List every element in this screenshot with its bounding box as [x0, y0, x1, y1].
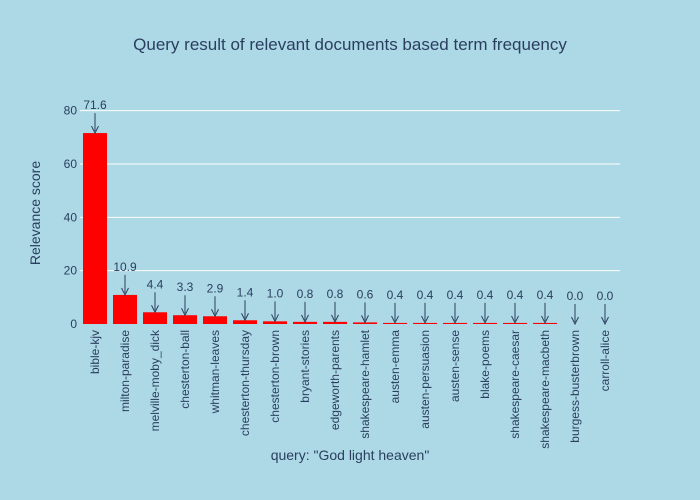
x-axis-ticks: bible-kjv milton-paradise melville-moby_di… [88, 329, 612, 449]
x-tick-label: shakespeare-hamlet [358, 329, 372, 438]
y-tick-label: 60 [64, 157, 78, 171]
annotation-arrowhead [601, 316, 609, 326]
data-label: 0.0 [567, 289, 584, 303]
x-tick-label: austen-sense [448, 330, 462, 402]
annotation-arrowhead [361, 315, 369, 324]
data-label: 71.6 [83, 98, 107, 112]
bar[interactable] [83, 133, 107, 324]
x-tick-label: edgeworth-parents [328, 330, 342, 430]
bar[interactable] [233, 320, 257, 324]
data-label: 0.4 [477, 288, 494, 302]
grid-lines [80, 110, 620, 272]
x-tick-label: bryant-stories [298, 330, 312, 403]
x-axis-title: query: "God light heaven" [271, 447, 430, 463]
x-tick-label: chesterton-ball [178, 330, 192, 409]
data-label: 0.8 [297, 287, 314, 301]
bar[interactable] [203, 316, 227, 324]
data-label: 0.4 [417, 288, 434, 302]
bar[interactable] [173, 315, 197, 324]
data-label: 3.3 [177, 280, 194, 294]
x-tick-label: shakespeare-caesar [508, 330, 522, 439]
data-label: 0.4 [507, 288, 524, 302]
data-label: 10.9 [113, 260, 137, 274]
data-label: 0.0 [597, 289, 614, 303]
data-label: 0.4 [447, 288, 464, 302]
x-tick-label: chesterton-thursday [238, 330, 252, 436]
data-label: 1.4 [237, 285, 254, 299]
bar[interactable] [113, 294, 137, 324]
annotation-arrowhead [151, 305, 159, 314]
data-label: 4.4 [147, 277, 164, 291]
annotation-arrowhead [391, 315, 399, 325]
annotation-arrowhead [181, 307, 189, 317]
chart-title: Query result of relevant documents based… [133, 35, 567, 54]
annotation-arrowhead [301, 314, 309, 323]
annotation-arrowhead [271, 314, 279, 323]
data-label: 0.6 [357, 287, 374, 301]
x-tick-label: austen-emma [388, 330, 402, 404]
x-tick-label: whitman-leaves [208, 330, 222, 414]
annotation-arrowhead [211, 309, 219, 318]
annotation-arrowhead [511, 315, 519, 325]
x-tick-label: carroll-alice [598, 330, 612, 392]
bar[interactable] [263, 321, 287, 324]
x-tick-label: milton-paradise [118, 330, 132, 412]
data-labels: 71.6 10.9 4.4 3.3 2.9 1.4 1.0 0.8 0.8 0.6 0.4 0.4 0.… [83, 98, 614, 326]
x-tick-label: melville-moby_dick [148, 329, 162, 431]
x-tick-label: blake-poems [478, 330, 492, 399]
annotation-arrowhead [451, 315, 459, 325]
data-label: 2.9 [207, 281, 224, 295]
bar[interactable] [143, 312, 167, 324]
annotation-arrowhead [421, 315, 429, 325]
y-axis-title: Relevance score [27, 161, 43, 265]
x-tick-label: austen-persuasion [418, 330, 432, 429]
y-axis-ticks: 0 20 40 60 80 [64, 104, 78, 331]
annotation-arrowhead [331, 314, 339, 323]
annotation-arrowhead [121, 287, 129, 297]
x-tick-label: bible-kjv [88, 330, 102, 374]
data-label: 0.4 [537, 288, 554, 302]
x-tick-label: chesterton-brown [268, 330, 282, 423]
y-tick-label: 20 [64, 264, 78, 278]
y-tick-label: 80 [64, 104, 78, 118]
x-tick-label: burgess-busterbrown [568, 330, 582, 443]
annotation-arrowhead [571, 316, 579, 326]
x-tick-label: shakespeare-macbeth [538, 330, 552, 449]
y-tick-label: 0 [70, 317, 77, 331]
data-label: 0.4 [387, 288, 404, 302]
annotation-arrowhead [481, 315, 489, 325]
y-tick-label: 40 [64, 210, 78, 224]
annotation-arrowhead [241, 313, 249, 322]
data-label: 0.8 [327, 287, 344, 301]
data-label: 1.0 [267, 286, 284, 300]
annotation-arrowhead [541, 315, 549, 325]
annotation-arrowhead [91, 125, 99, 135]
